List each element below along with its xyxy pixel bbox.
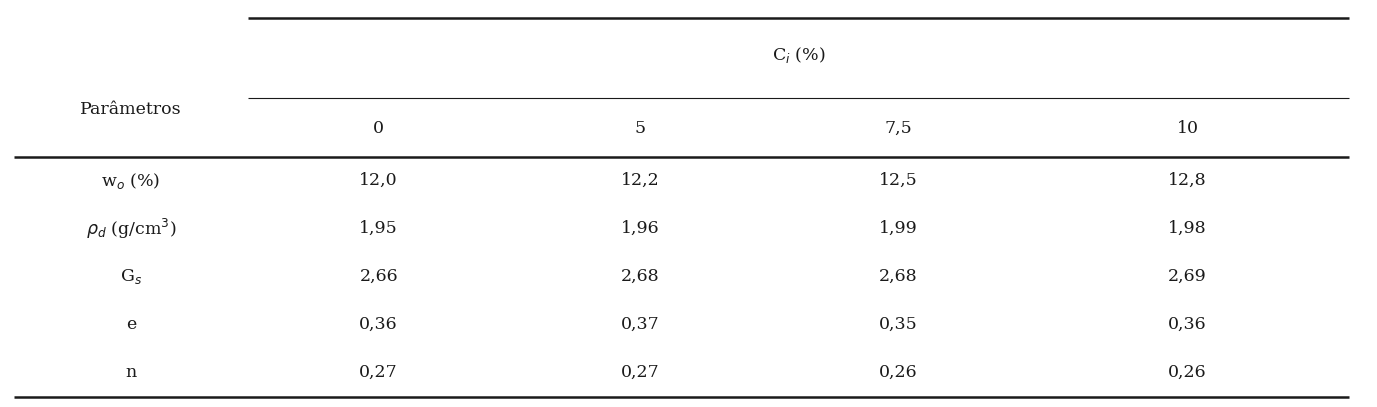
Text: 2,69: 2,69 [1168,268,1208,285]
Text: 0,36: 0,36 [359,316,398,333]
Text: n: n [125,364,136,381]
Text: 0,26: 0,26 [1168,364,1208,381]
Text: C$_i$ (%): C$_i$ (%) [772,45,825,65]
Text: 5: 5 [635,120,646,137]
Text: 0,26: 0,26 [879,364,918,381]
Text: 0,35: 0,35 [879,316,918,333]
Text: Parâmetros: Parâmetros [80,101,182,118]
Text: 2,68: 2,68 [879,268,918,285]
Text: w$_o$ (%): w$_o$ (%) [102,171,160,191]
Text: 2,68: 2,68 [621,268,660,285]
Text: G$_s$: G$_s$ [120,267,142,286]
Text: 0: 0 [373,120,384,137]
Text: 12,0: 12,0 [359,172,398,189]
Text: 0,37: 0,37 [621,316,660,333]
Text: 1,99: 1,99 [879,220,918,237]
Text: 2,66: 2,66 [359,268,398,285]
Text: 10: 10 [1177,120,1198,137]
Text: 1,95: 1,95 [359,220,398,237]
Text: 12,2: 12,2 [621,172,660,189]
Text: e: e [125,316,136,333]
Text: 12,8: 12,8 [1168,172,1208,189]
Text: 0,27: 0,27 [359,364,398,381]
Text: 1,98: 1,98 [1168,220,1208,237]
Text: $\rho_d$ (g/cm$^3$): $\rho_d$ (g/cm$^3$) [85,217,176,241]
Text: 1,96: 1,96 [621,220,660,237]
Text: 0,27: 0,27 [621,364,660,381]
Text: 0,36: 0,36 [1168,316,1208,333]
Text: 7,5: 7,5 [884,120,913,137]
Text: 12,5: 12,5 [879,172,918,189]
